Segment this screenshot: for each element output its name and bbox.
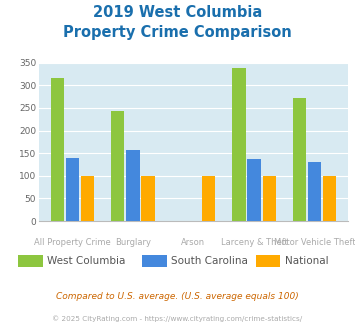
- Text: All Property Crime: All Property Crime: [34, 238, 111, 247]
- Text: Arson: Arson: [181, 238, 206, 247]
- Bar: [232, 68, 246, 221]
- Bar: [308, 162, 321, 221]
- Bar: [81, 176, 94, 221]
- Bar: [126, 150, 140, 221]
- Text: © 2025 CityRating.com - https://www.cityrating.com/crime-statistics/: © 2025 CityRating.com - https://www.city…: [53, 315, 302, 322]
- Text: Motor Vehicle Theft: Motor Vehicle Theft: [274, 238, 355, 247]
- Text: 2019 West Columbia: 2019 West Columbia: [93, 5, 262, 20]
- Bar: [262, 176, 276, 221]
- Text: Larceny & Theft: Larceny & Theft: [220, 238, 288, 247]
- Text: South Carolina: South Carolina: [171, 256, 248, 266]
- Bar: [323, 176, 337, 221]
- Text: Burglary: Burglary: [115, 238, 151, 247]
- Bar: [202, 176, 215, 221]
- Bar: [247, 159, 261, 221]
- Bar: [293, 98, 306, 221]
- Bar: [111, 111, 125, 221]
- Text: Property Crime Comparison: Property Crime Comparison: [63, 25, 292, 40]
- Bar: [66, 158, 79, 221]
- Text: National: National: [285, 256, 328, 266]
- Text: West Columbia: West Columbia: [47, 256, 125, 266]
- Bar: [141, 176, 155, 221]
- Text: Compared to U.S. average. (U.S. average equals 100): Compared to U.S. average. (U.S. average …: [56, 292, 299, 301]
- Bar: [50, 78, 64, 221]
